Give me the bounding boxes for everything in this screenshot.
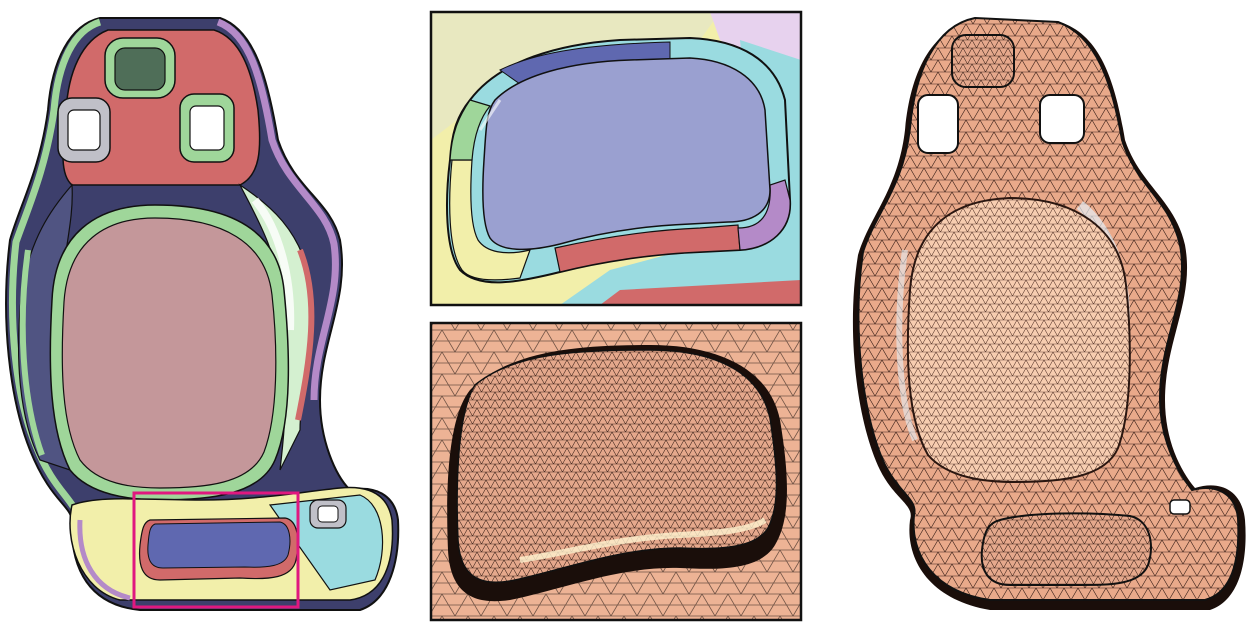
zoom-patches-panel <box>429 10 803 307</box>
mesh-left-hole <box>917 94 959 154</box>
zoom-cushion-top <box>482 57 771 251</box>
mesh-seat-hole <box>1169 499 1191 515</box>
left-hole <box>67 109 101 151</box>
zoom-mesh-cushion <box>456 349 778 584</box>
right-hole <box>189 105 225 151</box>
zoom-mesh-panel <box>429 321 803 622</box>
mesh-back-center <box>906 196 1131 484</box>
patch-layout-panel <box>5 17 400 611</box>
mesh-top-slot <box>951 34 1015 88</box>
top-slot <box>114 47 166 91</box>
seat-hole <box>317 505 339 523</box>
mesh-seat-cushion <box>980 512 1152 586</box>
zoom-highlight-box <box>132 491 300 609</box>
back-center-patch <box>61 217 277 489</box>
mesh-right-hole <box>1039 94 1085 144</box>
seat-cushion <box>147 521 291 569</box>
triangle-mesh-panel <box>852 16 1246 610</box>
